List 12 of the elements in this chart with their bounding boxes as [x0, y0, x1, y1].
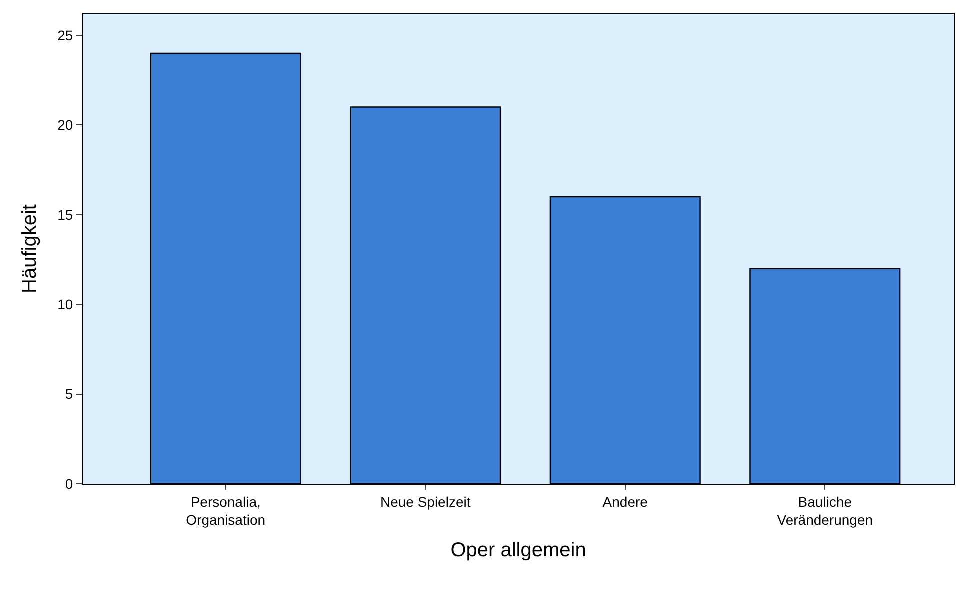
y-tick-label: 10: [58, 296, 74, 313]
x-tick-label: Andere: [602, 494, 648, 510]
y-axis-title: Häufigkeit: [19, 204, 42, 294]
y-tick-label: 5: [65, 386, 74, 402]
y-tick-label: 20: [58, 117, 74, 134]
x-tick-label: Personalia, Organisation: [186, 494, 266, 528]
x-tick-label: Bauliche Veränderungen: [777, 494, 874, 528]
x-tick-label: Neue Spielzeit: [380, 494, 471, 510]
y-tick-label: 0: [65, 476, 74, 492]
y-tick-label: 15: [58, 206, 74, 223]
x-axis-title: Oper allgemein: [450, 540, 586, 562]
y-tick-label: 25: [58, 27, 74, 44]
